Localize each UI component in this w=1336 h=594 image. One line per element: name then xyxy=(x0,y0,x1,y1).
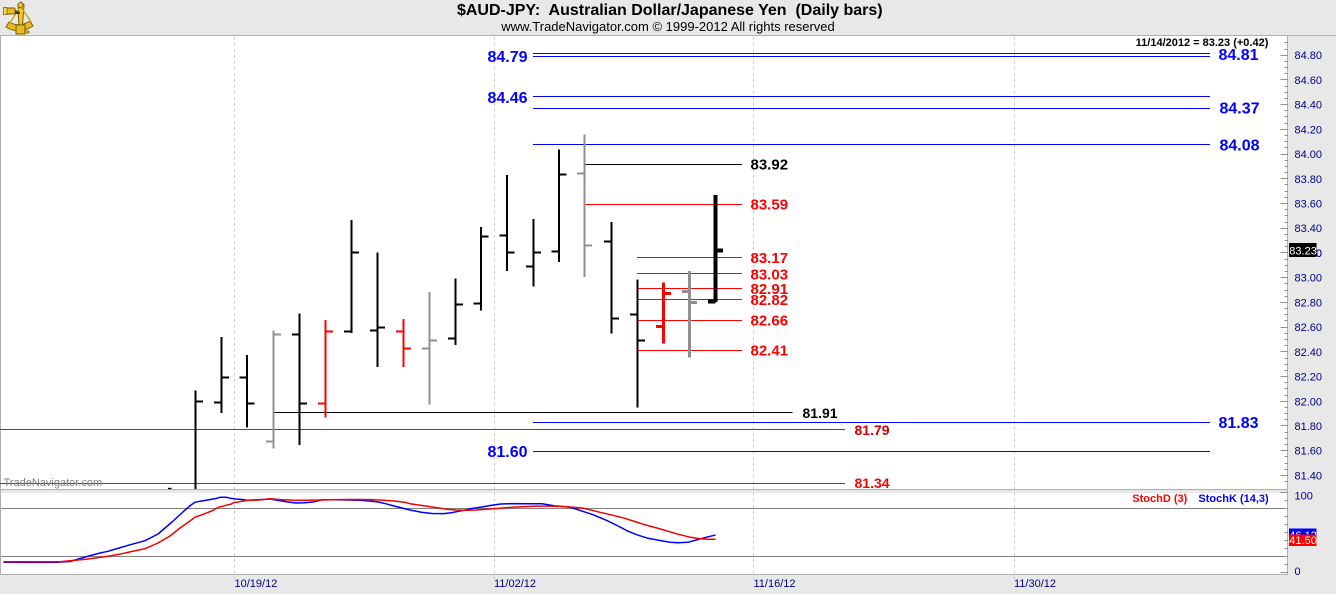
svg-text:84.46: 84.46 xyxy=(487,90,527,107)
svg-text:82.66: 82.66 xyxy=(751,312,789,329)
svg-text:82.41: 82.41 xyxy=(751,343,789,360)
svg-text:82.20: 82.20 xyxy=(1295,372,1323,384)
svg-text:StochK (14,3): StochK (14,3) xyxy=(1198,493,1269,505)
svg-text:81.60: 81.60 xyxy=(1295,446,1323,458)
svg-text:84.00: 84.00 xyxy=(1295,149,1323,161)
svg-text:83.17: 83.17 xyxy=(751,250,789,267)
svg-text:83.03: 83.03 xyxy=(751,266,789,283)
svg-text:11/16/12: 11/16/12 xyxy=(754,578,796,590)
svg-text:84.80: 84.80 xyxy=(1295,50,1323,62)
svg-text:$AUD-JPY: Australian Dollar/J: $AUD-JPY: Australian Dollar/Japanese Yen… xyxy=(457,2,883,19)
svg-text:83.59: 83.59 xyxy=(751,196,789,213)
svg-text:10/19/12: 10/19/12 xyxy=(235,578,278,590)
svg-text:83.23: 83.23 xyxy=(1289,245,1317,257)
svg-text:81.34: 81.34 xyxy=(855,475,890,491)
svg-text:82.82: 82.82 xyxy=(751,292,789,309)
svg-text:83.60: 83.60 xyxy=(1295,199,1323,211)
svg-text:82.60: 82.60 xyxy=(1295,322,1323,334)
svg-text:81.83: 81.83 xyxy=(1219,415,1259,432)
svg-text:84.20: 84.20 xyxy=(1295,124,1323,136)
svg-text:41.50: 41.50 xyxy=(1289,535,1317,547)
svg-text:84.60: 84.60 xyxy=(1295,75,1323,87)
svg-text:84.08: 84.08 xyxy=(1220,138,1260,155)
svg-text:83.80: 83.80 xyxy=(1295,174,1323,186)
svg-text:11/02/12: 11/02/12 xyxy=(494,578,536,590)
svg-text:81.60: 81.60 xyxy=(487,444,527,461)
svg-text:83.00: 83.00 xyxy=(1295,273,1323,285)
svg-text:11/30/12: 11/30/12 xyxy=(1014,578,1056,590)
svg-text:81.80: 81.80 xyxy=(1295,421,1323,433)
svg-text:82.80: 82.80 xyxy=(1295,297,1323,309)
svg-text:82.00: 82.00 xyxy=(1295,396,1323,408)
svg-text:StochD (3): StochD (3) xyxy=(1132,493,1187,505)
svg-text:84.37: 84.37 xyxy=(1220,101,1260,118)
svg-text:84.79: 84.79 xyxy=(487,49,527,66)
svg-text:82.91: 82.91 xyxy=(751,281,789,298)
svg-text:83.92: 83.92 xyxy=(751,156,789,173)
svg-text:84.40: 84.40 xyxy=(1295,100,1323,112)
svg-text:100: 100 xyxy=(1295,491,1313,503)
svg-text:11/14/2012 = 83.23 (+0.42): 11/14/2012 = 83.23 (+0.42) xyxy=(1136,37,1269,49)
svg-text:82.40: 82.40 xyxy=(1295,347,1323,359)
svg-text:81.79: 81.79 xyxy=(855,422,890,438)
svg-text:83.40: 83.40 xyxy=(1295,223,1323,235)
svg-text:www.TradeNavigator.com © 1999-: www.TradeNavigator.com © 1999-2012 All r… xyxy=(500,19,835,34)
svg-text:TradeNavigator.com: TradeNavigator.com xyxy=(4,477,103,489)
svg-text:84.81: 84.81 xyxy=(1219,47,1259,64)
svg-text:81.40: 81.40 xyxy=(1295,470,1323,482)
svg-text:81.91: 81.91 xyxy=(803,405,838,421)
svg-text:0: 0 xyxy=(1295,566,1301,578)
